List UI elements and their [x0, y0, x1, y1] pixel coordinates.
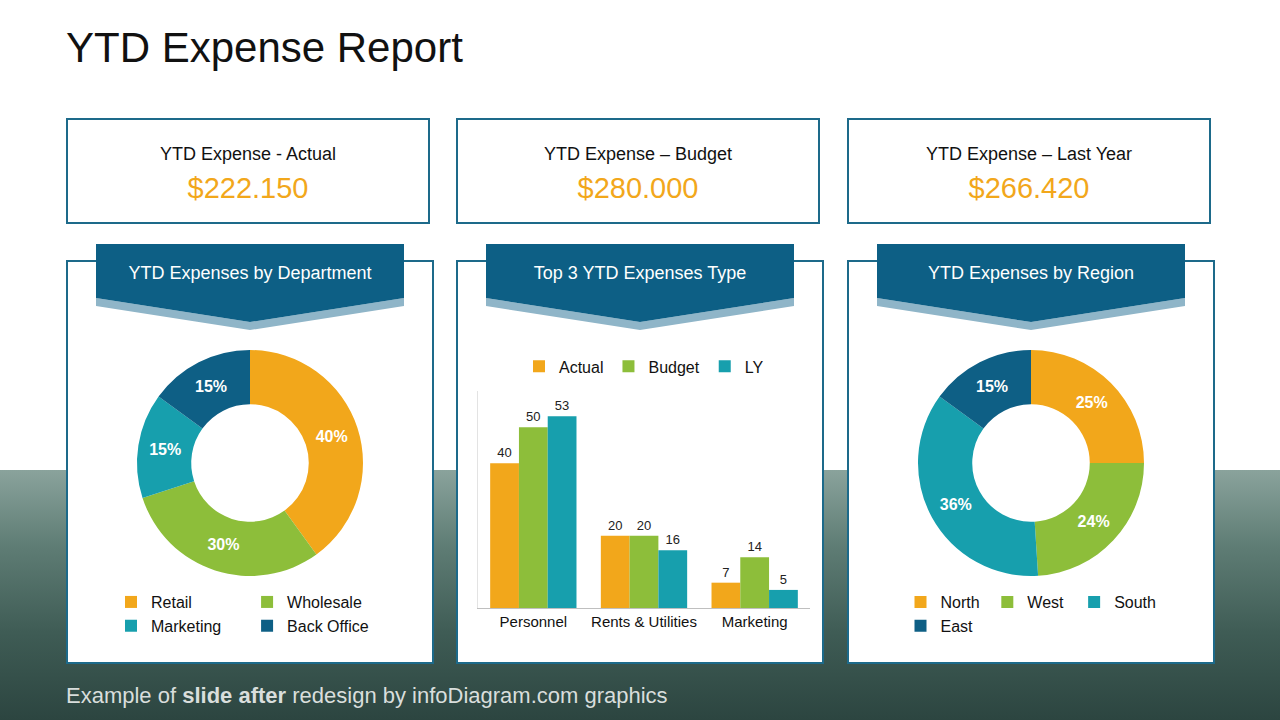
html-text:YTD Expense Report: YTD Expense Report: [66, 24, 463, 71]
svg-text:Personnel: Personnel: [500, 613, 568, 630]
svg-text:Marketing: Marketing: [151, 618, 221, 635]
html-text:YTD Expenses by Region: YTD Expenses by Region: [927, 263, 1134, 283]
svg-text:Actual: Actual: [559, 359, 603, 376]
svg-text:Wholesale: Wholesale: [287, 594, 362, 611]
svg-text:15%: 15%: [195, 378, 227, 395]
html-text:YTD Expense – Last Year: YTD Expense – Last Year: [925, 144, 1133, 164]
svg-text:Marketing: Marketing: [722, 613, 788, 630]
html-text:YTD Expense – Budget: YTD Expense – Budget: [543, 144, 733, 164]
svg-text:5: 5: [780, 572, 787, 587]
svg-text:20: 20: [637, 518, 651, 533]
svg-text:30%: 30%: [207, 536, 239, 553]
svg-text:East: East: [941, 618, 974, 635]
svg-text:Budget: Budget: [648, 359, 699, 376]
svg-text:50: 50: [526, 409, 540, 424]
svg-text:North: North: [941, 594, 980, 611]
html-text:$222.150: $222.150: [187, 172, 309, 204]
svg-text:South: South: [1114, 594, 1156, 611]
html-text:Top 3 YTD Expenses Type: Top 3 YTD Expenses Type: [533, 263, 747, 283]
svg-text:24%: 24%: [1078, 513, 1110, 530]
html-text:$266.420: $266.420: [968, 172, 1090, 204]
svg-text:20: 20: [608, 518, 622, 533]
svg-text:Retail: Retail: [151, 594, 192, 611]
html-text:Example of slide after redesig: Example of slide after redesign by infoD…: [66, 683, 668, 708]
html-text:YTD Expenses by Department: YTD Expenses by Department: [128, 263, 372, 283]
svg-text:36%: 36%: [940, 496, 972, 513]
html-text:$280.000: $280.000: [577, 172, 699, 204]
svg-text:16: 16: [666, 532, 680, 547]
svg-text:15%: 15%: [149, 441, 181, 458]
svg-text:53: 53: [555, 398, 569, 413]
svg-text:LY: LY: [745, 359, 764, 376]
svg-text:7: 7: [722, 565, 729, 580]
svg-text:14: 14: [747, 539, 761, 554]
html-text:YTD Expense - Actual: YTD Expense - Actual: [160, 144, 336, 164]
svg-text:West: West: [1027, 594, 1064, 611]
svg-text:Back Office: Back Office: [287, 618, 369, 635]
svg-text:40%: 40%: [316, 428, 348, 445]
svg-text:40: 40: [497, 445, 511, 460]
svg-text:15%: 15%: [976, 378, 1008, 395]
svg-text:Rents & Utilities: Rents & Utilities: [591, 613, 697, 630]
svg-text:25%: 25%: [1076, 394, 1108, 411]
